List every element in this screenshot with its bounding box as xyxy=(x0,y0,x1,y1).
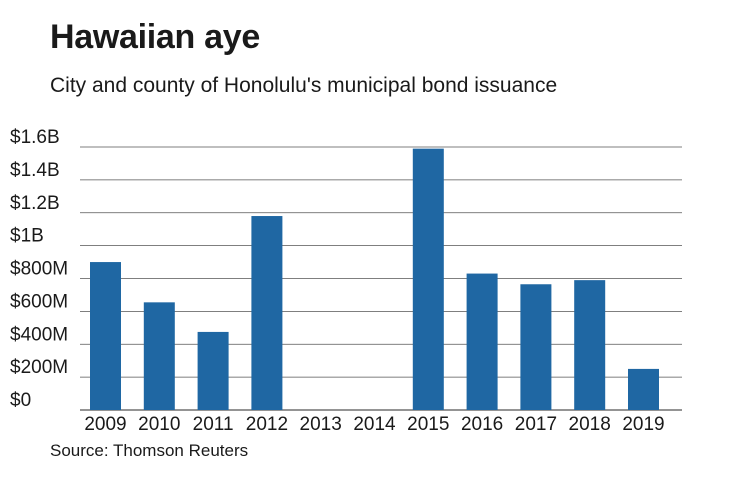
bar-2019 xyxy=(628,368,659,410)
y-tick-label: $200M xyxy=(10,357,68,378)
x-tick-label-2012: 2012 xyxy=(246,414,288,435)
y-tick-label: $1.6B xyxy=(10,127,60,148)
chart-subtitle: City and county of Honolulu's municipal … xyxy=(50,74,558,97)
x-tick-label-2010: 2010 xyxy=(138,414,180,435)
y-tick-label: $400M xyxy=(10,324,68,345)
y-tick-label: $1.2B xyxy=(10,193,60,214)
y-tick-label: $0 xyxy=(10,390,31,411)
x-tick-label-2014: 2014 xyxy=(353,414,396,435)
bar-2012 xyxy=(251,216,283,410)
x-tick-label-2016: 2016 xyxy=(461,414,503,435)
x-axis-tick-labels: 2009 2010 2011 2012 2013 2014 2015 2016 2017 2018… xyxy=(84,414,664,435)
x-tick-label-2011: 2011 xyxy=(193,414,234,435)
bar-2010 xyxy=(143,302,175,410)
y-tick-label: $1.4B xyxy=(10,160,60,181)
y-tick-label: $800M xyxy=(10,259,68,280)
x-tick-label-2017: 2017 xyxy=(515,414,557,435)
y-tick-label: $1B xyxy=(10,226,44,247)
x-tick-label-2009: 2009 xyxy=(84,414,126,435)
bar-2009 xyxy=(90,262,121,410)
source-note: Source: Thomson Reuters xyxy=(50,441,249,460)
y-tick-label: $600M xyxy=(10,291,68,312)
bar-2017 xyxy=(520,284,552,410)
bar-2018 xyxy=(574,280,606,410)
x-tick-label-2019: 2019 xyxy=(622,414,664,435)
chart-title: Hawaiian aye xyxy=(50,18,260,56)
x-tick-label-2013: 2013 xyxy=(300,414,342,435)
bars xyxy=(90,148,659,411)
x-tick-label-2018: 2018 xyxy=(569,414,611,435)
bar-2015 xyxy=(412,148,444,411)
bar-2011 xyxy=(197,331,229,410)
bar-2016 xyxy=(466,273,498,410)
x-tick-label-2015: 2015 xyxy=(407,414,449,435)
y-axis-tick-labels: $0 $200M $400M $600M $800M $1B $1.2B $1.4B $1.6B xyxy=(10,127,68,411)
